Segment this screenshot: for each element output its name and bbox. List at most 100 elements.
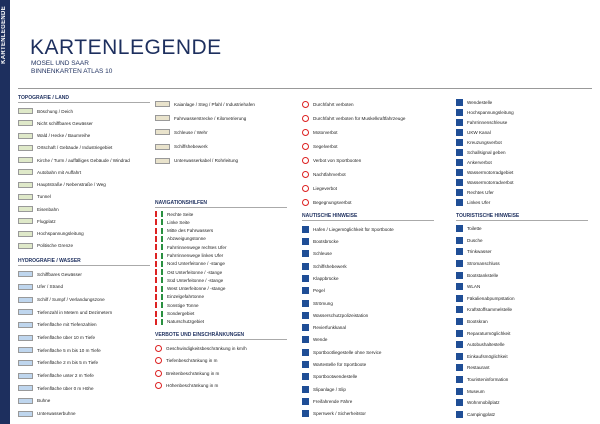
legend-item: UKW Kanal xyxy=(456,127,594,137)
legend-symbol xyxy=(155,129,170,136)
legend-label: Rechte Seite xyxy=(167,211,194,217)
legend-label: Kraftstoffsammelstelle xyxy=(467,307,513,313)
legend-label: Restaurant xyxy=(467,365,490,371)
legend-label: Nicht schiffbares Gewässer xyxy=(37,120,93,126)
legend-symbol xyxy=(18,385,33,392)
legend-symbol xyxy=(456,364,463,372)
legend-symbol xyxy=(302,398,309,406)
legend-label: Hauptstraße / Nebenstraße / Weg xyxy=(37,182,106,188)
legend-item: Unterwasserbuhne xyxy=(18,407,156,420)
legend-label: West Unterfeitonne / -stange xyxy=(167,286,226,292)
legend-item: Strömung xyxy=(302,297,440,309)
legend-item: Fahrrinnenwege rechtes Ufer xyxy=(155,243,293,251)
legend-item: Verbot von Sportbooten xyxy=(302,154,440,168)
legend-label: Ufer / Strand xyxy=(37,284,64,290)
legend-item: Campingplatz xyxy=(456,408,594,420)
legend-label: Durchfahrt verboten für Muskelkraftfahrz… xyxy=(313,115,406,121)
legend-label: Toilette xyxy=(467,226,482,232)
legend-label: Schallsignal geben xyxy=(467,149,506,155)
legend-symbol xyxy=(302,336,309,344)
legend-label: Strömung xyxy=(313,300,333,306)
legend-symbol xyxy=(155,235,163,242)
legend-symbol xyxy=(302,348,309,356)
legend-item: Klappbrücke xyxy=(302,272,440,284)
legend-label: Bootsbrücke xyxy=(313,238,339,244)
legend-symbol xyxy=(155,260,163,267)
legend-label: Wendestelle xyxy=(467,99,493,105)
legend-symbol xyxy=(302,311,309,319)
legend-label: Nachtfahrverbot xyxy=(313,172,346,178)
legend-item: Hochspannungsleitung xyxy=(456,107,594,117)
legend-item: Höhenbeschränkung in m xyxy=(155,380,293,393)
legend-item: Tiefenfläche über 0 m Höhe xyxy=(18,382,156,395)
legend-symbol xyxy=(18,108,33,115)
section-heading: HYDROGRAFIE / WASSER xyxy=(18,258,150,266)
legend-item: Sondergebiet xyxy=(155,309,293,317)
legend-item: Hafen / Liegemöglichkeit für Sportboote xyxy=(302,223,440,235)
legend-item: Breitenbeschränkung in m xyxy=(155,367,293,380)
legend-item: Naturschutzgebiet xyxy=(155,318,293,326)
legend-item: Schleuse / Wehr xyxy=(155,125,293,139)
legend-symbol xyxy=(302,287,309,295)
legend-label: Schleuse / Wehr xyxy=(174,129,208,135)
legend-item: Wende xyxy=(302,334,440,346)
legend-symbol xyxy=(456,148,463,156)
legend-label: Revierfunkkanal xyxy=(313,325,346,331)
side-strip: KARTENLEGENDE xyxy=(0,0,10,424)
legend-label: Sportbootliegestelle ohne Service xyxy=(313,349,382,355)
legend-symbol xyxy=(18,206,33,213)
legend-symbol xyxy=(18,132,33,139)
legend-item: Wald / Hecke / Baumreihe xyxy=(18,130,156,142)
legend-symbol xyxy=(18,359,33,366)
legend-symbol xyxy=(302,142,309,150)
legend-item: Wartestelle für Sportboote xyxy=(302,358,440,370)
legend-item: Bootstankstelle xyxy=(456,269,594,281)
legend-symbol xyxy=(155,143,170,150)
legend-item: Dusche xyxy=(456,235,594,247)
legend-label: Fahrrinnenschleuse xyxy=(467,119,508,125)
legend-symbol xyxy=(18,321,33,328)
legend-label: Schiffbares Gewässer xyxy=(37,271,82,277)
legend-label: Tiefenfläche 5 m bis 10 m Tiefe xyxy=(37,347,101,353)
legend-label: Campingplatz xyxy=(467,411,496,417)
legend-symbol xyxy=(18,120,33,127)
legend-symbol xyxy=(302,324,309,332)
legend-symbol xyxy=(302,373,309,381)
legend-symbol xyxy=(18,193,33,200)
legend-item: Museum xyxy=(456,385,594,397)
legend-symbol xyxy=(456,317,463,325)
legend-label: Tiefenfläche über 10 m Tiefe xyxy=(37,335,96,341)
legend-item: Reparaturmöglichkeit xyxy=(456,327,594,339)
legend-label: Bootstankstelle xyxy=(467,272,499,278)
legend-symbol xyxy=(155,369,162,377)
legend-item: Abzweigungstonne xyxy=(155,235,293,243)
legend-item: Sperrwerk / Sicherheitstor xyxy=(302,408,440,420)
legend-item: Süd Unterfeitonne / -stange xyxy=(155,276,293,284)
legend-symbol xyxy=(18,372,33,379)
legend-symbol xyxy=(155,115,170,122)
legend-item: Begegnungsverbot xyxy=(302,196,440,210)
legend-item: Sportbootwendestelle xyxy=(302,371,440,383)
legend-item: Kraftstoffsammelstelle xyxy=(456,304,594,316)
legend-item: Hochspannungsleitung xyxy=(18,228,156,240)
legend-label: Segelverbot xyxy=(313,143,338,149)
legend-item: Trinkwasser xyxy=(456,246,594,258)
legend-symbol xyxy=(155,157,170,164)
legend-item: Rechte Seite xyxy=(155,210,293,218)
legend-symbol xyxy=(18,334,33,341)
legend-label: Verbot von Sportbooten xyxy=(313,158,362,164)
legend-label: Rechtes Ufer xyxy=(467,190,494,196)
legend-label: Flugplatz xyxy=(37,218,56,224)
legend-item: Kreuzungsverbot xyxy=(456,137,594,147)
legend-label: Einzelgefahrtonne xyxy=(167,294,205,300)
section-heading: TOPOGRAFIE / LAND xyxy=(18,95,150,103)
legend-item: Tiefenfläche 2 m bis 5 m Tiefe xyxy=(18,357,156,370)
legend-item: Restaurant xyxy=(456,362,594,374)
legend-symbol xyxy=(155,244,163,251)
legend-item: Bootsbrücke xyxy=(302,235,440,247)
legend-label: Fäkalienabpumpstation xyxy=(467,295,515,301)
legend-symbol xyxy=(456,410,463,418)
legend-symbol xyxy=(155,101,170,108)
legend-item: Wendestelle xyxy=(456,97,594,107)
legend-symbol xyxy=(18,309,33,316)
